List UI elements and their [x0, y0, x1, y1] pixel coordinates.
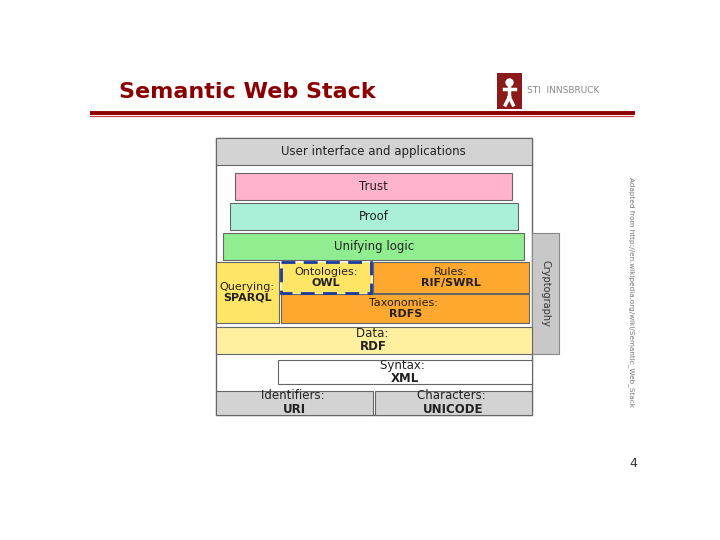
FancyBboxPatch shape: [235, 173, 513, 200]
FancyBboxPatch shape: [230, 204, 518, 231]
Text: Characters:: Characters:: [417, 389, 490, 402]
FancyBboxPatch shape: [215, 390, 373, 415]
Text: XML: XML: [390, 373, 419, 386]
Text: STI  INNSBRUCK: STI INNSBRUCK: [527, 86, 600, 96]
FancyBboxPatch shape: [223, 233, 524, 260]
Text: Proof: Proof: [359, 211, 389, 224]
Text: Cryptography: Cryptography: [540, 260, 550, 327]
Text: Semantic Web Stack: Semantic Web Stack: [120, 82, 376, 102]
FancyBboxPatch shape: [215, 138, 532, 165]
Text: Ontologies:: Ontologies:: [294, 267, 358, 277]
Text: Unifying logic: Unifying logic: [333, 240, 414, 253]
Text: UNICODE: UNICODE: [423, 403, 484, 416]
Text: URI: URI: [283, 403, 306, 416]
Text: Querying:: Querying:: [220, 282, 275, 292]
Text: Rules:: Rules:: [434, 267, 468, 277]
Text: RDFS: RDFS: [389, 309, 422, 319]
FancyBboxPatch shape: [532, 233, 559, 354]
FancyBboxPatch shape: [375, 390, 532, 415]
Text: Adapted from http://en.wikipedia.org/wiki/Semantic_Web_Stack: Adapted from http://en.wikipedia.org/wik…: [628, 177, 634, 407]
FancyBboxPatch shape: [215, 327, 532, 354]
FancyBboxPatch shape: [277, 360, 532, 384]
Text: User interface and applications: User interface and applications: [282, 145, 466, 158]
Text: Syntax:: Syntax:: [380, 359, 429, 372]
Text: 4: 4: [629, 457, 637, 470]
FancyBboxPatch shape: [215, 262, 279, 323]
Text: Trust: Trust: [359, 180, 388, 193]
Text: RDF: RDF: [360, 340, 387, 354]
Text: Data:: Data:: [356, 327, 392, 340]
FancyBboxPatch shape: [282, 294, 529, 323]
Text: Taxonomies:: Taxonomies:: [369, 298, 441, 308]
Text: OWL: OWL: [312, 278, 341, 288]
FancyBboxPatch shape: [497, 72, 522, 110]
Text: SPARQL: SPARQL: [223, 293, 271, 303]
Text: RIF/SWRL: RIF/SWRL: [421, 278, 481, 288]
FancyBboxPatch shape: [373, 262, 529, 293]
Text: Identifiers:: Identifiers:: [261, 389, 328, 402]
FancyBboxPatch shape: [282, 262, 371, 293]
